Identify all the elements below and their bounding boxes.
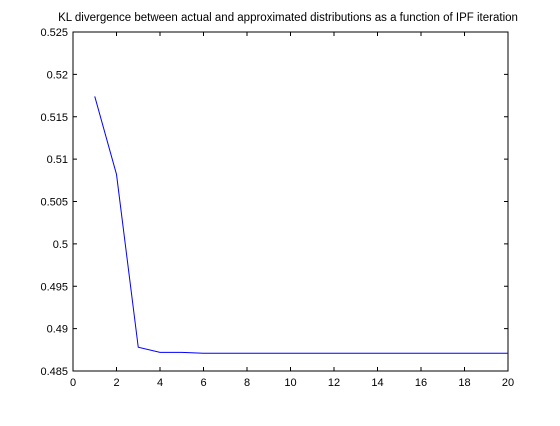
x-tick-label: 4 <box>157 377 163 389</box>
plot-area-frame <box>72 31 509 372</box>
x-tick-label: 0 <box>70 377 76 389</box>
x-tick-label: 14 <box>371 377 383 389</box>
y-axis: 0.485 0.49 0.495 0.5 0.505 0.51 0.515 0.52 0.525 <box>40 27 508 378</box>
y-tick-label: 0.485 <box>40 366 68 378</box>
series-layer <box>94 96 508 354</box>
x-axis: 0 2 4 6 8 10 12 14 16 18 20 <box>70 32 514 389</box>
series-line-0 <box>94 96 508 354</box>
x-tick-label: 8 <box>244 377 250 389</box>
x-tick-label: 2 <box>113 377 119 389</box>
y-tick-label: 0.49 <box>47 324 68 336</box>
x-tick-label: 12 <box>328 377 340 389</box>
x-tick-label: 6 <box>200 377 206 389</box>
y-tick-label: 0.51 <box>47 154 68 166</box>
y-tick-label: 0.525 <box>40 27 68 39</box>
chart-title: KL divergence between actual and approxi… <box>58 12 518 24</box>
y-tick-label: 0.505 <box>40 197 68 209</box>
y-tick-label: 0.515 <box>40 112 68 124</box>
x-tick-label: 20 <box>502 377 514 389</box>
x-tick-label: 16 <box>415 377 427 389</box>
y-tick-label: 0.52 <box>47 69 68 81</box>
x-tick-label: 18 <box>458 377 470 389</box>
x-tick-label: 10 <box>284 377 296 389</box>
y-tick-label: 0.495 <box>40 281 68 293</box>
y-tick-label: 0.5 <box>53 239 68 251</box>
